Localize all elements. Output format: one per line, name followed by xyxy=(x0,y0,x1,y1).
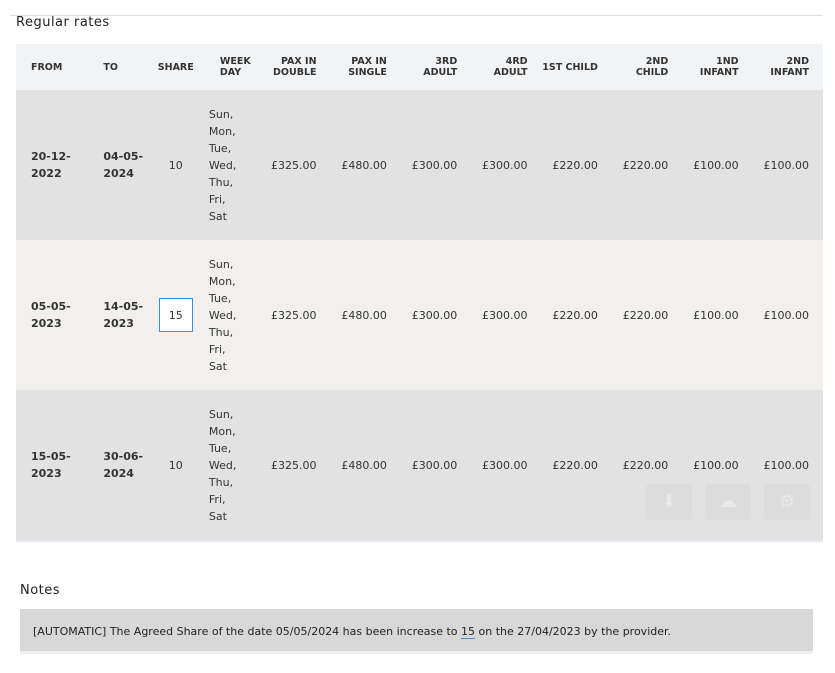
download-icon[interactable]: ⬇ xyxy=(646,484,692,520)
price-cell: £300.00 xyxy=(471,390,542,540)
column-header: WEEK DAY xyxy=(204,44,261,90)
note-text-after: on the 27/04/2023 by the provider. xyxy=(475,625,672,638)
weekdays-cell: Sun, Mon, Tue, Wed, Thu, Fri, Sat xyxy=(204,240,261,390)
action-buttons: ⬇ ☁ ⚙ xyxy=(646,484,810,520)
price-cell: £100.00 xyxy=(752,90,823,240)
to-date: 04-05- 2024 xyxy=(88,90,147,240)
weekday: Tue, xyxy=(208,291,232,305)
price-cell: £480.00 xyxy=(330,90,401,240)
price-cell: £325.00 xyxy=(260,390,331,540)
to-date: 30-06- 2024 xyxy=(88,390,147,540)
weekday: Tue, xyxy=(208,141,232,155)
column-header: FROM xyxy=(16,44,89,90)
price-cell: £220.00 xyxy=(541,90,612,240)
weekday: Mon, xyxy=(208,274,236,288)
price-cell: £220.00 xyxy=(611,90,683,240)
weekday: Sun, xyxy=(208,407,234,421)
weekday: Thu, xyxy=(208,325,234,339)
column-header: 1ST CHILD xyxy=(541,44,612,90)
column-header: 3RD ADULT xyxy=(400,44,472,90)
price-cell: £100.00 xyxy=(682,90,753,240)
note-share-value: 15 xyxy=(461,625,476,639)
weekday: Wed, xyxy=(208,158,237,172)
column-header: TO xyxy=(88,44,147,90)
share-cell: 15 xyxy=(146,240,205,390)
weekday: Thu, xyxy=(208,175,234,189)
cloud-add-icon[interactable]: ☁ xyxy=(705,484,751,520)
price-cell: £300.00 xyxy=(400,240,472,390)
from-date: 05-05- 2023 xyxy=(16,240,89,390)
weekday: Thu, xyxy=(208,475,234,489)
column-header: PAX IN DOUBLE xyxy=(260,44,331,90)
price-cell: £325.00 xyxy=(260,240,331,390)
weekday: Sat xyxy=(208,209,227,223)
settings-add-icon[interactable]: ⚙ xyxy=(764,484,810,520)
table-bottom-border xyxy=(16,540,823,542)
weekday: Fri, xyxy=(208,192,226,206)
notes-title: Notes xyxy=(20,583,61,598)
share-input[interactable]: 15 xyxy=(158,298,193,332)
weekday: Mon, xyxy=(208,124,236,138)
price-cell: £480.00 xyxy=(330,390,401,540)
column-header: 2ND CHILD xyxy=(611,44,683,90)
price-cell: £220.00 xyxy=(541,390,612,540)
price-cell: £100.00 xyxy=(682,240,753,390)
weekday: Sun, xyxy=(208,107,234,121)
price-cell: £480.00 xyxy=(330,240,401,390)
weekday: Sat xyxy=(208,359,227,373)
table-row: 05-05- 2023 14-05- 2023 15 Sun, Mon, Tue, Wed, Th… xyxy=(16,240,823,390)
price-cell: £220.00 xyxy=(611,240,683,390)
table-row: 15-05- 2023 30-06- 2024 10 Sun, Mon, Tue, Wed, Th… xyxy=(16,390,823,540)
table-row: 20-12- 2022 04-05- 2024 10 Sun, Mon, Tue, Wed, Th… xyxy=(16,90,823,240)
notes-box: [AUTOMATIC] The Agreed Share of the date… xyxy=(20,609,813,654)
weekday: Wed, xyxy=(208,308,237,322)
price-cell: £100.00 xyxy=(752,240,823,390)
column-header: 2ND INFANT xyxy=(752,44,823,90)
weekdays-cell: Sun, Mon, Tue, Wed, Thu, Fri, Sat xyxy=(204,90,261,240)
share-cell: 10 xyxy=(146,90,205,240)
from-date: 20-12- 2022 xyxy=(16,90,89,240)
divider xyxy=(10,15,823,16)
note-text-before: [AUTOMATIC] The Agreed Share of the date… xyxy=(33,625,462,638)
column-header: SHARE xyxy=(146,44,205,90)
weekday: Mon, xyxy=(208,424,236,438)
price-cell: £325.00 xyxy=(260,90,331,240)
column-header: PAX IN SINGLE xyxy=(330,44,401,90)
share-cell: 10 xyxy=(146,390,205,540)
weekday: Fri, xyxy=(208,492,226,506)
section-title: Regular rates xyxy=(16,15,110,30)
weekday: Wed, xyxy=(208,458,237,472)
to-date: 14-05- 2023 xyxy=(88,240,147,390)
weekday: Sat xyxy=(208,509,227,523)
price-cell: £300.00 xyxy=(400,390,472,540)
weekday: Sun, xyxy=(208,257,234,271)
weekday: Tue, xyxy=(208,441,232,455)
rates-table: FROM TO SHARE WEEK DAY PAX IN DOUBLE PAX IN S… xyxy=(16,44,823,540)
from-date: 15-05- 2023 xyxy=(16,390,89,540)
column-header: 1ND INFANT xyxy=(682,44,753,90)
price-cell: £300.00 xyxy=(471,90,542,240)
price-cell: £220.00 xyxy=(541,240,612,390)
price-cell: £300.00 xyxy=(471,240,542,390)
column-header: 4RD ADULT xyxy=(471,44,542,90)
weekday: Fri, xyxy=(208,342,226,356)
price-cell: £300.00 xyxy=(400,90,472,240)
weekdays-cell: Sun, Mon, Tue, Wed, Thu, Fri, Sat xyxy=(204,390,261,540)
